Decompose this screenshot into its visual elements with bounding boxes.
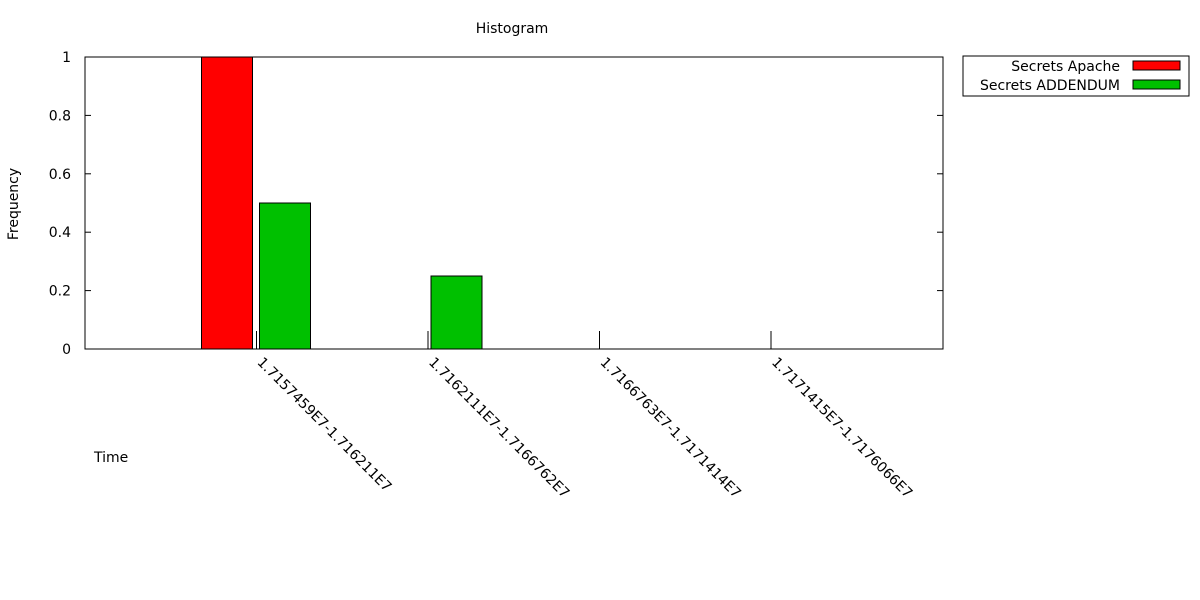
plot-area-border: [84, 56, 944, 350]
x-tick-label: 1.7171415E7-1.7176066E7: [768, 355, 915, 502]
y-tick-label: 0.6: [49, 167, 71, 183]
y-axis-label: Frequency: [6, 168, 22, 240]
y-tick-label: 0.8: [49, 108, 71, 124]
x-tick-label: 1.7166763E7-1.7171414E7: [597, 355, 744, 502]
legend-swatch-secrets-apache: [1132, 60, 1181, 71]
bar-secrets-addendum-1: [430, 275, 483, 350]
y-tick-label: 0.2: [49, 284, 71, 300]
legend-label-secrets-apache: Secrets Apache: [1011, 59, 1120, 75]
x-axis-label: Time: [93, 450, 128, 466]
bar-secrets-apache-0: [201, 56, 253, 350]
y-tick-label: 0: [62, 342, 71, 358]
y-axis-ticks: 0 0.2 0.4 0.6 0.8 1: [49, 50, 943, 358]
x-tick-label: 1.7157459E7-1.716211E7: [254, 355, 395, 496]
legend-swatch-secrets-addendum: [1132, 79, 1181, 90]
legend: Secrets Apache Secrets ADDENDUM: [962, 55, 1190, 97]
chart-title: Histogram: [476, 21, 549, 37]
y-tick-label: 1: [62, 50, 71, 66]
bar-secrets-addendum-0: [259, 202, 311, 350]
bars-group: [201, 56, 483, 350]
legend-label-secrets-addendum: Secrets ADDENDUM: [980, 78, 1120, 94]
y-tick-label: 0.4: [49, 225, 71, 241]
x-tick-label: 1.7162111E7-1.7166762E7: [425, 355, 572, 502]
x-axis-ticks: 1.7157459E7-1.716211E7 1.7162111E7-1.7166…: [254, 331, 915, 502]
